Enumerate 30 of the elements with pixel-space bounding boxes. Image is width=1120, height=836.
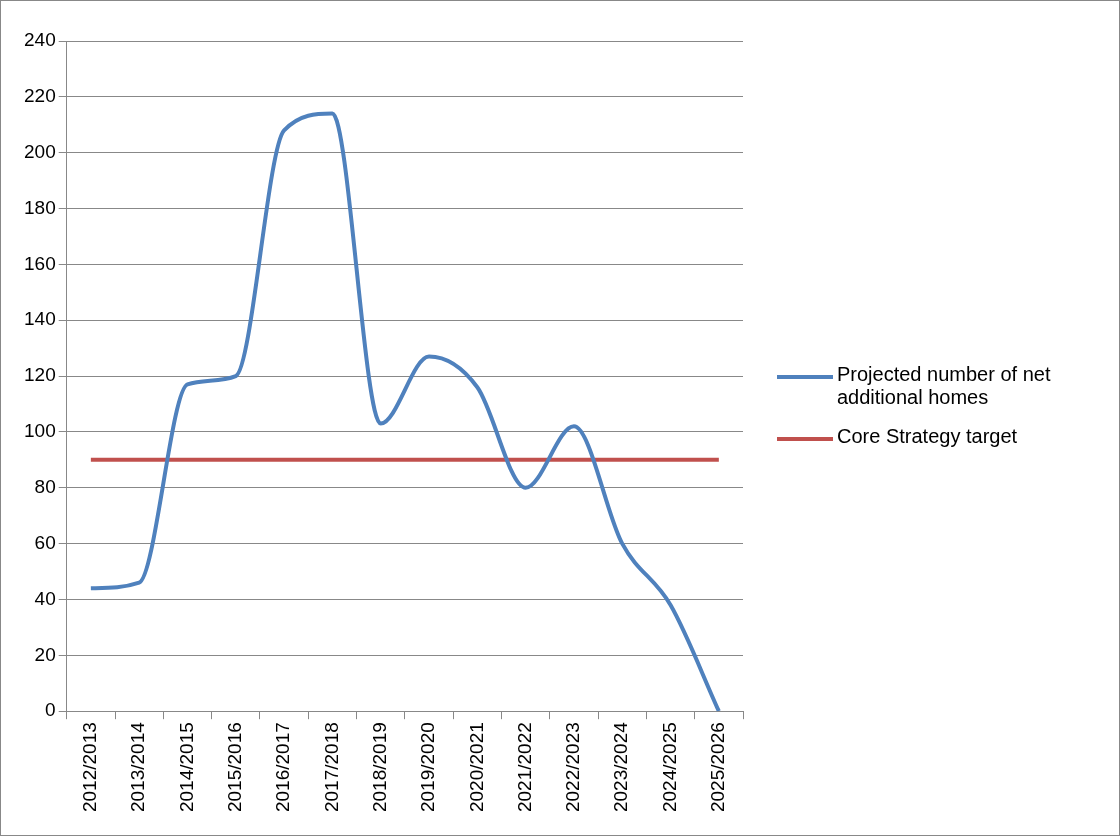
y-tick-label: 140: [24, 308, 56, 330]
y-tick-label: 160: [24, 252, 56, 274]
x-tick-label: 2021/2022: [513, 722, 535, 813]
x-tick-label: 2022/2023: [562, 722, 584, 813]
x-tick-label: 2014/2015: [175, 722, 197, 813]
y-tick-label: 120: [24, 364, 56, 386]
y-tick-label: 200: [24, 140, 56, 162]
x-tick-label: 2024/2025: [658, 722, 680, 813]
x-tick-label: 2016/2017: [272, 722, 294, 813]
y-tick-label: 80: [34, 476, 56, 498]
x-tick-label: 2019/2020: [417, 722, 439, 813]
y-tick-label: 40: [34, 587, 56, 609]
y-tick-label: 220: [24, 85, 56, 107]
y-tick-label: 240: [24, 29, 56, 51]
x-tick-label: 2025/2026: [707, 722, 729, 813]
legend-label: Projected number of net additional homes: [837, 363, 1052, 409]
line-series: [88, 111, 721, 712]
x-tick-label: 2020/2021: [465, 722, 487, 813]
x-tick-label: 2018/2019: [368, 722, 390, 813]
x-tick-label: 2017/2018: [320, 722, 342, 813]
x-tick-label: 2012/2013: [79, 722, 101, 813]
y-tick-label: 20: [34, 643, 56, 665]
y-tick-label: 100: [24, 420, 56, 442]
y-tick-label: 180: [24, 196, 56, 218]
x-tick-label: 2023/2024: [610, 721, 632, 813]
legend-label: Core Strategy target: [837, 425, 1018, 448]
y-tick-label: 60: [34, 531, 56, 553]
y-tick-label: 0: [45, 699, 56, 721]
x-tick-label: 2015/2016: [224, 722, 246, 813]
x-tick-label: 2013/2014: [127, 721, 149, 813]
